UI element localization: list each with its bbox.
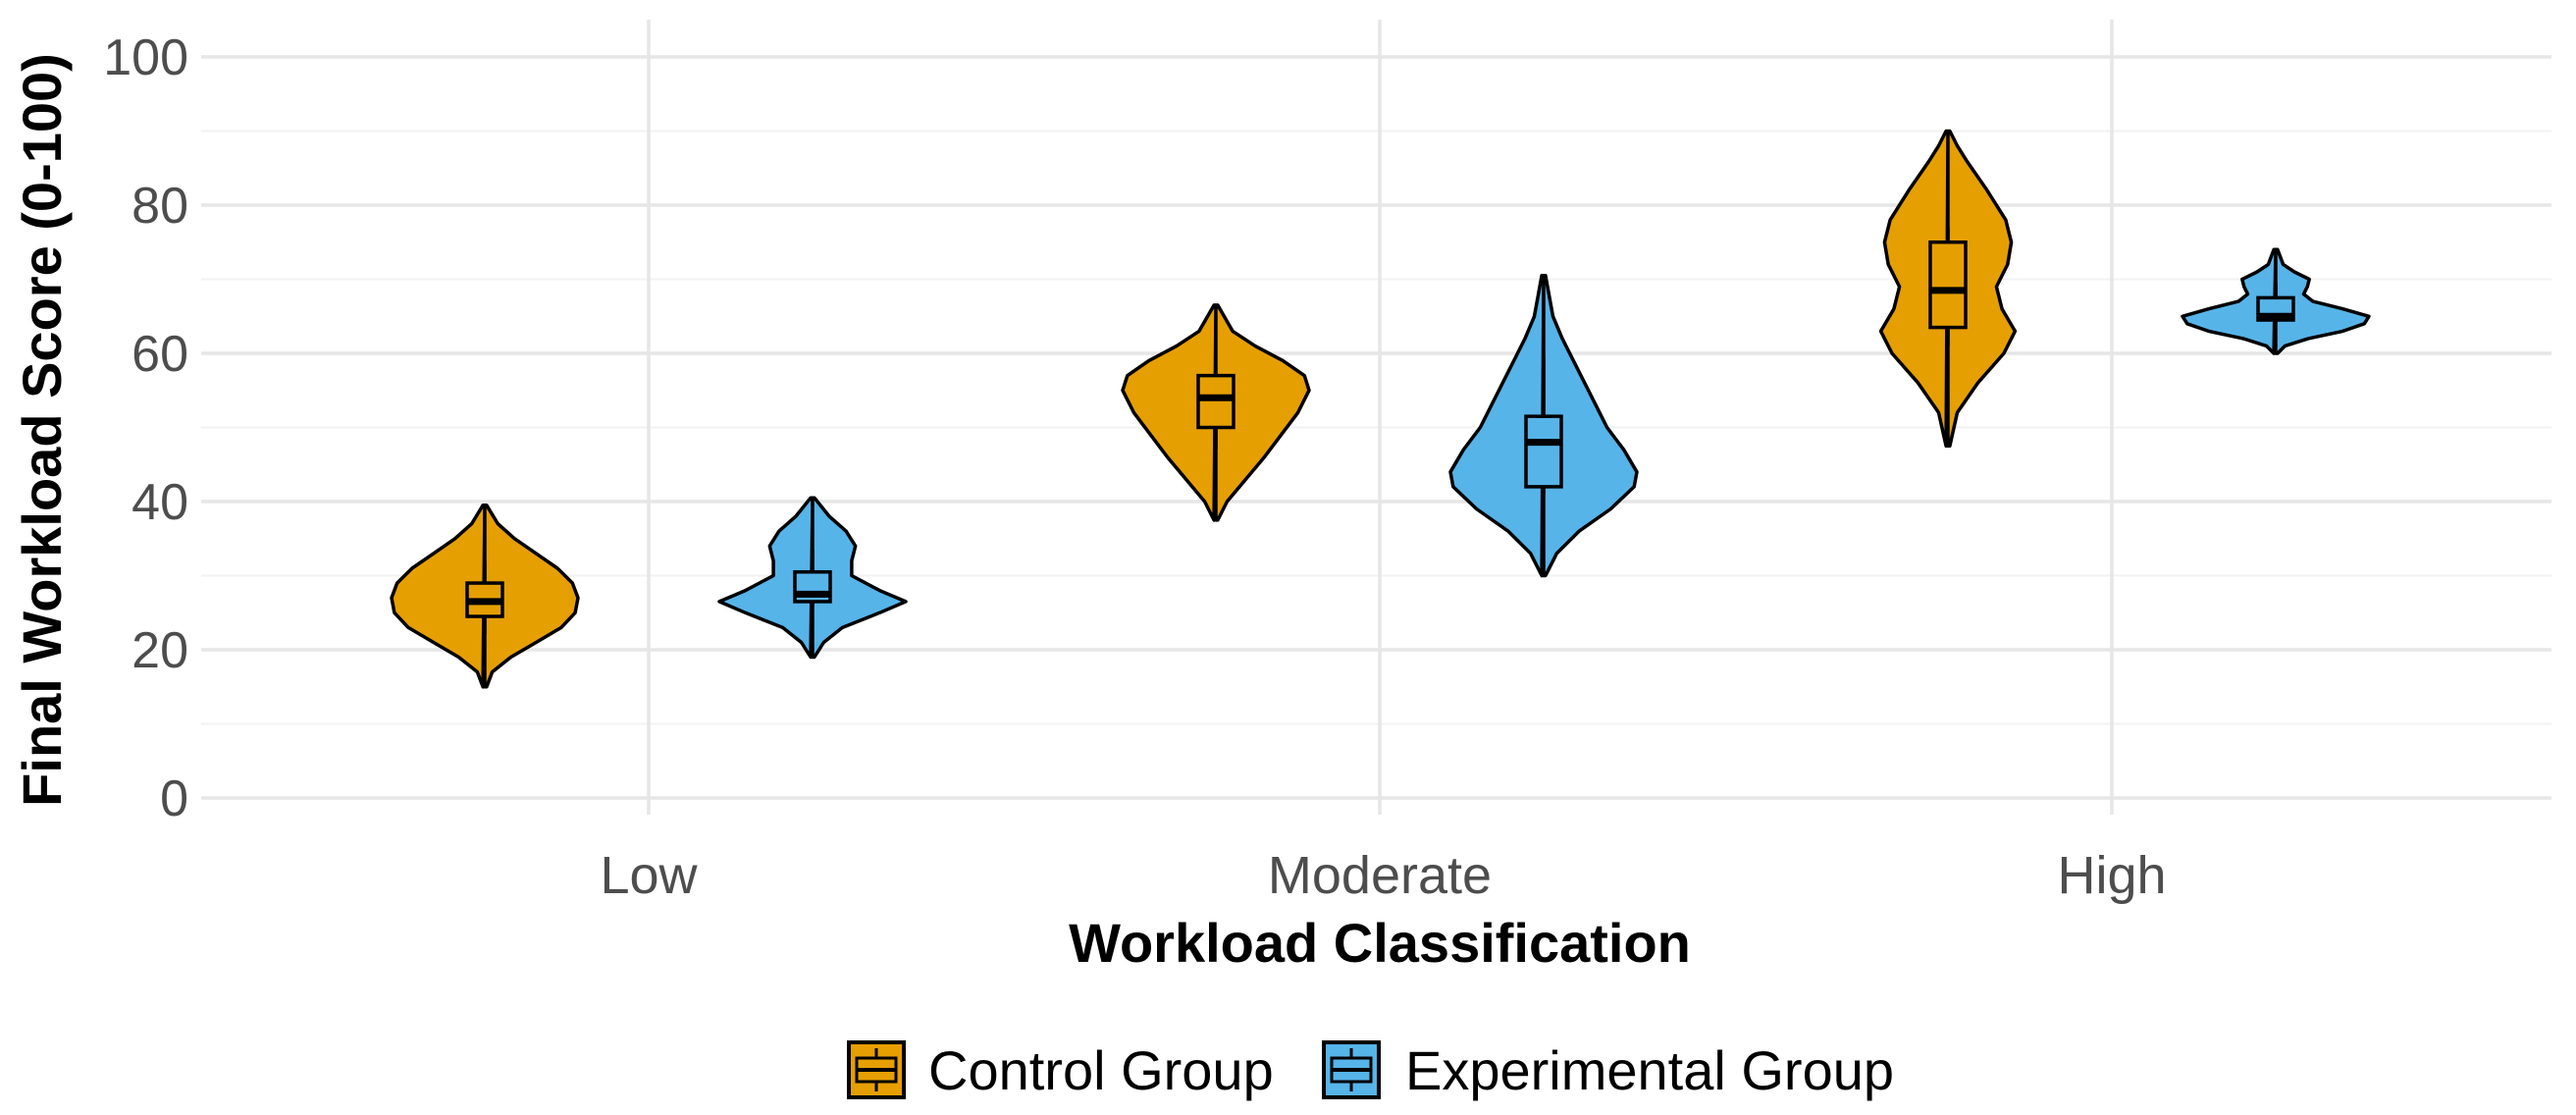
violin-high-control <box>1878 129 2018 449</box>
legend-label: Control Group <box>928 1039 1274 1101</box>
y-tick-label: 60 <box>131 326 188 383</box>
violin-moderate-control <box>1121 303 1311 522</box>
legend-item-experimental: Experimental Group <box>1322 1039 1894 1101</box>
violin-low-control <box>390 504 580 689</box>
y-tick-label: 100 <box>103 29 188 86</box>
box <box>1524 414 1563 489</box>
y-tick-label: 20 <box>131 622 188 679</box>
box <box>1196 373 1235 430</box>
legend-item-control: Control Group <box>847 1039 1274 1101</box>
violin-moderate-experimental <box>1448 273 1639 578</box>
violin-low-experimental <box>717 496 908 660</box>
violin-high-experimental <box>2181 247 2371 355</box>
legend: Control Group Experimental Group <box>847 1039 1894 1101</box>
legend-label: Experimental Group <box>1405 1039 1894 1101</box>
x-tick-label: High <box>2057 846 2166 905</box>
x-tick-label: Low <box>600 846 698 905</box>
y-tick-label: 0 <box>160 770 188 827</box>
x-axis-ticks: Low Moderate High <box>600 846 2166 905</box>
x-axis-title: Workload Classification <box>1069 912 1691 974</box>
y-axis-ticks: 0 20 40 60 80 100 <box>103 29 188 827</box>
x-tick-label: Moderate <box>1268 846 1492 905</box>
y-tick-label: 40 <box>131 474 188 531</box>
gridlines <box>201 20 2551 815</box>
violin-plots <box>390 129 2371 689</box>
y-tick-label: 80 <box>131 178 188 235</box>
box <box>1928 240 1968 330</box>
y-axis-title: Final Workload Score (0-100) <box>11 53 73 807</box>
